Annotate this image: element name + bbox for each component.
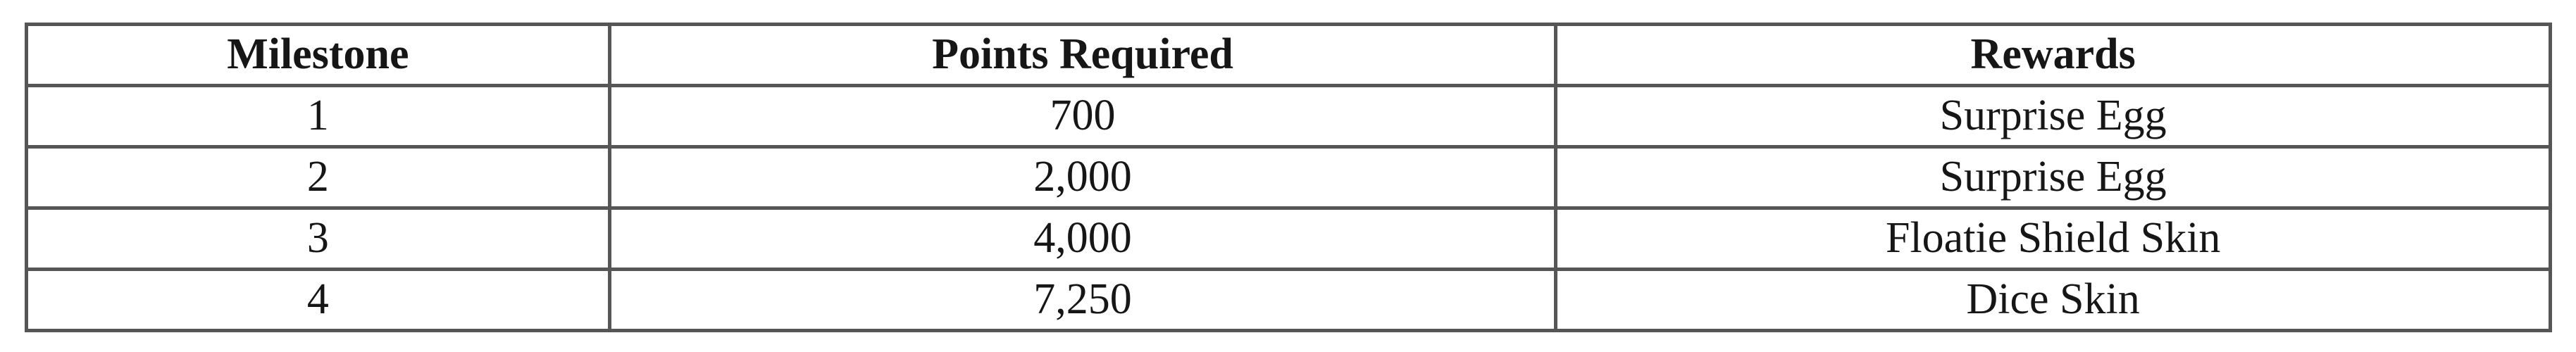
- header-row: Milestone Points Required Rewards: [25, 23, 2552, 87]
- table-cell-milestone: 1: [25, 84, 611, 149]
- table-cell-points-required: 7,250: [607, 268, 1558, 332]
- table-cell-reward: Surprise Egg: [1554, 145, 2552, 210]
- table-cell-reward: Dice Skin: [1554, 268, 2552, 332]
- table-row: 1 700 Surprise Egg: [25, 84, 2552, 149]
- table-row: 3 4,000 Floatie Shield Skin: [25, 206, 2552, 271]
- milestones-table-container: Milestone Points Required Rewards 1 700 Su…: [25, 23, 2552, 332]
- column-header-rewards: Rewards: [1554, 23, 2552, 87]
- milestones-table: Milestone Points Required Rewards 1 700 Su…: [25, 23, 2552, 332]
- column-header-points-required: Points Required: [607, 23, 1558, 87]
- table-cell-reward: Floatie Shield Skin: [1554, 206, 2552, 271]
- table-cell-reward: Surprise Egg: [1554, 84, 2552, 149]
- table-cell-milestone: 3: [25, 206, 611, 271]
- table-header: Milestone Points Required Rewards: [25, 23, 2552, 87]
- table-cell-points-required: 2,000: [607, 145, 1558, 210]
- table-cell-points-required: 700: [607, 84, 1558, 149]
- table-cell-points-required: 4,000: [607, 206, 1558, 271]
- column-header-milestone: Milestone: [25, 23, 611, 87]
- table-row: 2 2,000 Surprise Egg: [25, 145, 2552, 210]
- table-row: 4 7,250 Dice Skin: [25, 268, 2552, 332]
- table-body: 1 700 Surprise Egg 2 2,000 Surprise Egg 3 4,000…: [25, 84, 2552, 332]
- table-cell-milestone: 4: [25, 268, 611, 332]
- table-cell-milestone: 2: [25, 145, 611, 210]
